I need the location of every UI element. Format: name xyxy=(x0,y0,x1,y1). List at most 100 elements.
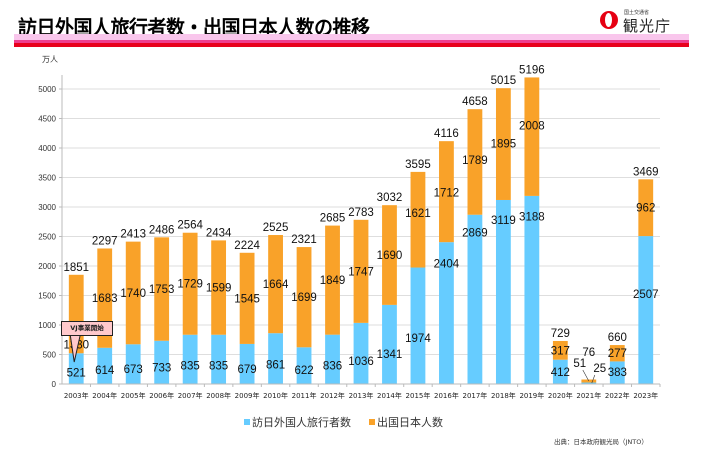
bar-inbound xyxy=(581,382,597,384)
x-tick-label: 2013年 xyxy=(349,391,374,400)
vj-callout: VJ事業開始 xyxy=(61,321,113,336)
x-tick-label: 2018年 xyxy=(491,391,516,400)
data-label-total: 76 xyxy=(582,347,595,359)
data-label-total: 1851 xyxy=(63,262,89,274)
x-tick-label: 2019年 xyxy=(519,391,544,400)
x-axis-labels: 2003年 2004年 2005年 2006年 2007年 2008年 2009年 2010年… xyxy=(64,384,661,400)
y-tick-label: 3000 xyxy=(38,203,56,212)
data-label-total: 2413 xyxy=(120,229,146,241)
data-label-total: 2783 xyxy=(348,207,374,219)
data-label-inbound: 2507 xyxy=(633,289,659,301)
bar-outbound xyxy=(495,88,511,200)
bar-outbound xyxy=(353,219,369,323)
agency-logo: 国土交通省 観光庁 xyxy=(598,9,688,35)
data-label-outbound: 2008 xyxy=(519,121,545,133)
legend-swatch-inbound xyxy=(244,419,250,425)
data-label-total: 3469 xyxy=(633,166,659,178)
data-label-inbound: 412 xyxy=(551,367,570,379)
x-tick-label: 2023年 xyxy=(633,391,658,400)
source-note: 出典：日本政府観光局（JNTO） xyxy=(554,438,648,446)
legend-item-inbound: 訪日外国人旅行者数 xyxy=(244,414,351,430)
data-label-total: 4116 xyxy=(434,128,459,140)
y-tick-label: 0 xyxy=(52,380,57,389)
bar-outbound xyxy=(154,237,170,341)
x-tick-label: 2008年 xyxy=(206,391,231,400)
data-label-outbound: 1664 xyxy=(263,279,289,291)
bar-inbound xyxy=(353,322,369,384)
x-tick-label: 2010年 xyxy=(263,391,288,400)
bar-outbound xyxy=(439,141,454,243)
header-band-red xyxy=(14,43,689,47)
header-band-pink xyxy=(14,34,689,40)
logo-name: 観光庁 xyxy=(623,17,672,35)
data-label-inbound: 733 xyxy=(152,363,171,375)
x-tick-label: 2011年 xyxy=(292,391,317,400)
y-axis-ticks: 0 500 1000 1500 2000 2500 3000 3500 4000 4500 5000 xyxy=(38,85,62,389)
data-label-outbound: 1789 xyxy=(462,155,488,167)
bar-inbound xyxy=(410,267,426,384)
data-label-outbound: 51 xyxy=(573,358,586,370)
x-tick-label: 2003年 xyxy=(64,391,89,400)
legend: 訪日外国人旅行者数 出国日本人数 xyxy=(244,414,443,430)
data-label-inbound: 2869 xyxy=(462,228,488,240)
data-label-inbound: 1036 xyxy=(348,356,374,368)
y-tick-label: 1000 xyxy=(38,321,56,330)
data-label-outbound: 1849 xyxy=(320,275,346,287)
legend-label-outbound: 出国日本人数 xyxy=(377,416,443,429)
bar-inbound xyxy=(495,199,511,384)
logo-ministry: 国土交通省 xyxy=(624,10,650,16)
data-label-inbound: 1974 xyxy=(405,333,431,345)
data-label-total: 3032 xyxy=(377,192,403,204)
data-label-outbound: 962 xyxy=(636,203,655,215)
bar-outbound xyxy=(410,171,426,268)
y-tick-label: 3500 xyxy=(38,174,56,183)
data-label-outbound: 1747 xyxy=(348,266,374,278)
bar-outbound xyxy=(125,241,141,345)
leader-line xyxy=(591,374,596,384)
y-tick-label: 2500 xyxy=(38,233,56,242)
data-label-inbound: 3188 xyxy=(519,211,545,223)
bar-inbound xyxy=(182,334,198,384)
data-labels: 1851521133022976141683241367317402486733… xyxy=(63,64,659,384)
bar-inbound xyxy=(325,334,340,384)
data-label-inbound: 835 xyxy=(209,360,228,372)
data-label-total: 2434 xyxy=(206,227,232,239)
data-label-total: 2297 xyxy=(92,235,118,247)
bar-outbound xyxy=(239,252,255,344)
bar-outbound xyxy=(325,225,340,335)
data-label-inbound: 835 xyxy=(181,360,200,372)
data-label-inbound: 2404 xyxy=(434,259,460,271)
x-tick-label: 2009年 xyxy=(235,391,260,400)
bar-outbound xyxy=(552,340,568,360)
x-tick-label: 2020年 xyxy=(548,391,573,400)
header-band-magenta xyxy=(14,40,689,43)
bar-outbound xyxy=(268,235,283,334)
bar-outbound xyxy=(524,77,540,196)
legend-label-inbound: 訪日外国人旅行者数 xyxy=(252,416,351,429)
data-label-outbound: 1740 xyxy=(120,288,146,300)
x-tick-label: 2007年 xyxy=(178,391,203,400)
x-tick-label: 2004年 xyxy=(92,391,117,400)
y-tick-label: 2000 xyxy=(38,262,56,271)
bar-inbound xyxy=(268,333,283,384)
data-label-total: 2685 xyxy=(320,213,346,225)
data-label-inbound: 383 xyxy=(608,367,627,379)
leader-line xyxy=(582,369,590,382)
x-tick-label: 2017年 xyxy=(462,391,487,400)
bar-inbound xyxy=(524,195,540,384)
data-label-outbound: 1621 xyxy=(405,208,431,220)
y-tick-label: 5000 xyxy=(38,85,56,94)
bar-outbound xyxy=(638,179,654,237)
data-label-outbound: 1699 xyxy=(291,292,317,304)
x-tick-label: 2022年 xyxy=(605,391,630,400)
data-label-outbound: 1712 xyxy=(434,188,460,200)
bar-outbound xyxy=(211,240,227,335)
data-label-outbound: 1895 xyxy=(491,138,517,150)
bar-inbound xyxy=(125,344,141,384)
bar-outbound xyxy=(581,379,597,383)
bar-inbound xyxy=(609,361,625,384)
data-label-total: 2321 xyxy=(291,234,317,246)
data-label-inbound: 861 xyxy=(266,360,285,372)
bar-inbound xyxy=(239,343,255,384)
